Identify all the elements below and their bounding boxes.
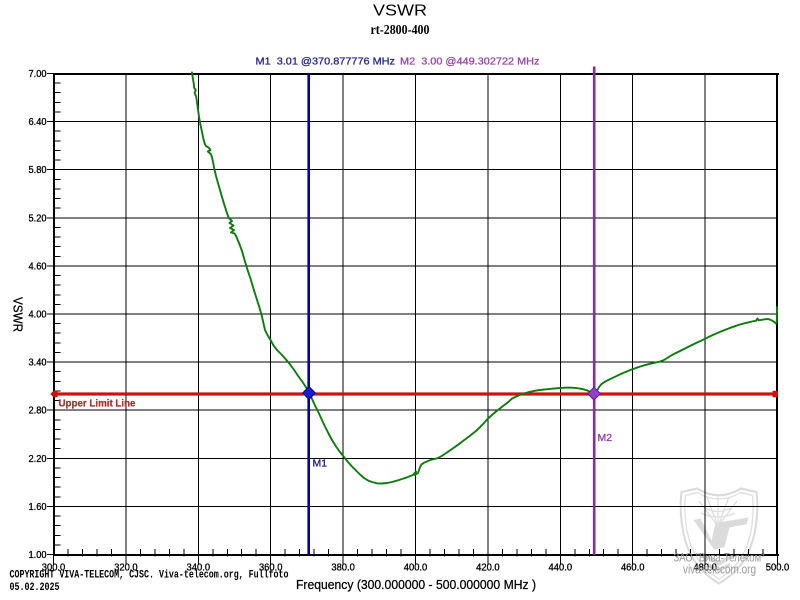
- svg-text:300.0: 300.0: [42, 563, 66, 574]
- svg-text:500.0: 500.0: [766, 563, 790, 574]
- svg-text:05.02.2025: 05.02.2025: [10, 582, 60, 594]
- svg-text:480.0: 480.0: [693, 563, 717, 574]
- svg-text:5.20: 5.20: [29, 213, 47, 224]
- svg-text:viva-telecom.org: viva-telecom.org: [683, 563, 756, 577]
- svg-text:6.40: 6.40: [29, 117, 47, 128]
- svg-text:1.00: 1.00: [29, 550, 47, 561]
- svg-text:2.80: 2.80: [29, 406, 47, 417]
- svg-text:Frequency (300.000000 - 500.00: Frequency (300.000000 - 500.000000 MHz ): [296, 578, 536, 592]
- svg-text:7.00: 7.00: [29, 69, 47, 80]
- svg-text:rt-2800-400: rt-2800-400: [371, 23, 430, 38]
- svg-text:2.20: 2.20: [29, 454, 47, 465]
- svg-text:M2 3.00 @449.302722 MHz: M2 3.00 @449.302722 MHz: [400, 56, 540, 68]
- svg-text:340.0: 340.0: [187, 563, 211, 574]
- svg-text:4.00: 4.00: [29, 310, 47, 321]
- svg-text:440.0: 440.0: [549, 563, 573, 574]
- svg-text:M2: M2: [598, 432, 613, 444]
- svg-text:380.0: 380.0: [331, 563, 355, 574]
- svg-text:VSWR: VSWR: [11, 297, 25, 332]
- svg-text:1.60: 1.60: [29, 502, 47, 513]
- svg-text:460.0: 460.0: [621, 563, 645, 574]
- svg-text:3.40: 3.40: [29, 358, 47, 369]
- svg-text:Upper Limit Line: Upper Limit Line: [59, 399, 136, 410]
- svg-text:320.0: 320.0: [114, 563, 138, 574]
- svg-text:360.0: 360.0: [259, 563, 283, 574]
- svg-text:4.60: 4.60: [29, 261, 47, 272]
- svg-text:COPYRIGHT VIVA-TELECOM, CJSC.: COPYRIGHT VIVA-TELECOM, CJSC. Viva-telec…: [10, 570, 289, 582]
- svg-text:5.80: 5.80: [29, 165, 47, 176]
- svg-text:M1 3.01 @370.877776 MHz: M1 3.01 @370.877776 MHz: [256, 56, 396, 68]
- svg-text:ЗАО "Вива-Телеком": ЗАО "Вива-Телеком": [674, 551, 765, 565]
- svg-text:400.0: 400.0: [404, 563, 428, 574]
- svg-text:VSWR: VSWR: [373, 3, 427, 20]
- svg-text:M1: M1: [313, 458, 328, 470]
- svg-text:420.0: 420.0: [476, 563, 500, 574]
